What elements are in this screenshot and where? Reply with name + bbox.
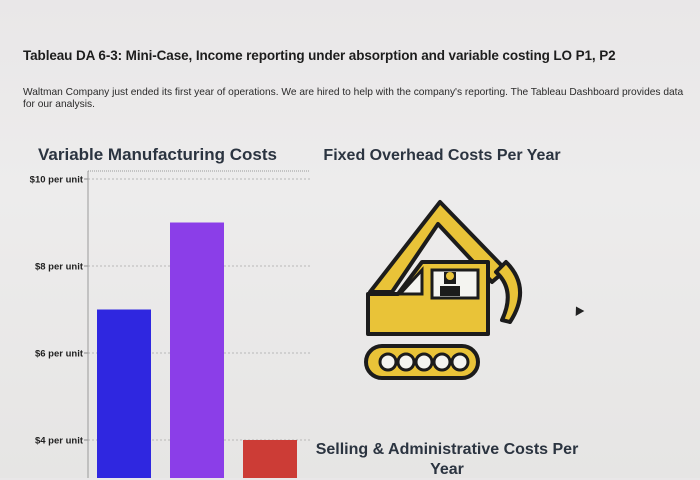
page-heading: Tableau DA 6-3: Mini-Case, Income report… [23, 48, 616, 63]
excavator-cab [366, 260, 490, 336]
excavator-icon [364, 200, 523, 380]
excavator-tracks [364, 344, 480, 380]
y-tick-label: $6 per unit [35, 349, 84, 360]
bar [243, 440, 297, 478]
intro-text: Waltman Company just ended its first yea… [23, 87, 684, 110]
y-tick-label: $10 per unit [30, 175, 84, 186]
y-tick-label: $8 per unit [35, 262, 84, 273]
bar [170, 222, 224, 478]
y-tick-label: $4 per unit [35, 436, 84, 447]
variable-costs-chart: $10 per unit $8 per unit $6 per unit $4 per… [30, 170, 310, 478]
mouse-cursor-icon [571, 304, 585, 316]
selling-admin-title: Selling & Administrative Costs Per Year [315, 441, 579, 478]
fixed-overhead-title: Fixed Overhead Costs Per Year [323, 147, 561, 164]
chart-title: Variable Manufacturing Costs [38, 145, 277, 164]
bar [97, 309, 151, 478]
